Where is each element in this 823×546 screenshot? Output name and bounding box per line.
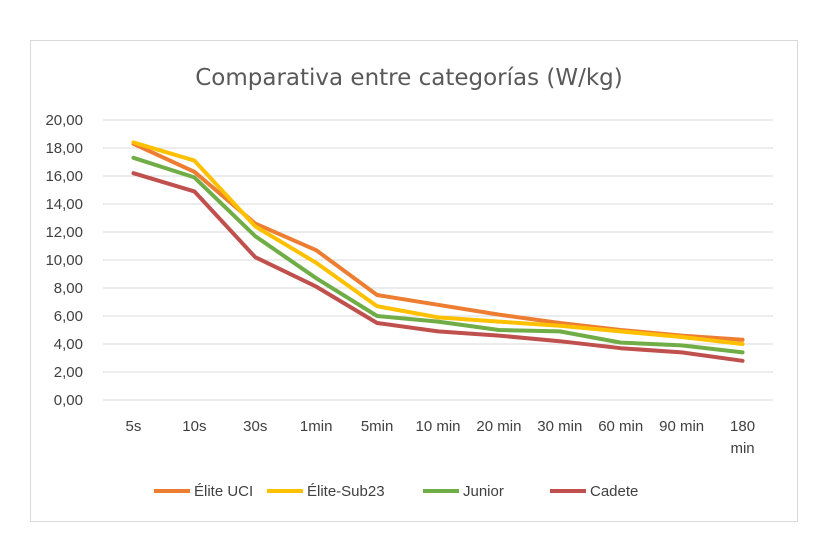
data-point-cadete <box>558 339 562 343</box>
data-point-cadete <box>192 189 196 193</box>
data-point-cadete <box>680 350 684 354</box>
y-tick-label: 12,00 <box>45 224 83 241</box>
series-line-elite-sub23 <box>131 140 745 346</box>
legend-label: Élite UCI <box>194 483 253 500</box>
x-tick-label: 20 min <box>476 418 521 435</box>
data-point-cadete <box>253 255 257 259</box>
data-point-junior <box>436 320 440 324</box>
data-point-elite-uci <box>497 313 501 317</box>
data-point-cadete <box>436 329 440 333</box>
data-point-elite-sub23 <box>558 324 562 328</box>
data-point-junior <box>740 350 745 354</box>
x-tick-label: 10 min <box>415 418 460 435</box>
x-tick-label: 5s <box>126 418 142 435</box>
data-point-elite-sub23 <box>253 224 257 228</box>
line-chart: Comparativa entre categorías (W/kg) 0,00… <box>45 65 773 500</box>
y-tick-label: 20,00 <box>45 112 83 129</box>
data-point-cadete <box>497 334 501 338</box>
x-tick-label: 90 min <box>659 418 704 435</box>
series-lines <box>131 140 745 363</box>
data-point-elite-sub23 <box>680 335 684 339</box>
x-tick-label: 1min <box>300 418 333 435</box>
legend-label: Élite-Sub23 <box>307 483 385 500</box>
y-tick-label: 8,00 <box>54 280 83 297</box>
y-tick-label: 10,00 <box>45 252 83 269</box>
legend-item-elite-sub23[interactable]: Élite-Sub23 <box>267 483 385 500</box>
y-tick-label: 18,00 <box>45 140 83 157</box>
x-tick-label: 5min <box>361 418 394 435</box>
data-point-junior <box>131 156 136 160</box>
data-point-elite-uci <box>375 293 379 297</box>
legend-label: Cadete <box>590 483 638 500</box>
data-point-junior <box>314 276 318 280</box>
y-tick-label: 16,00 <box>45 168 83 185</box>
x-tick-label: 60 min <box>598 418 643 435</box>
y-tick-label: 0,00 <box>54 392 83 409</box>
data-point-junior <box>253 234 257 238</box>
legend: Élite UCI Élite-Sub23 Junior Cadete <box>154 483 638 500</box>
data-point-elite-uci <box>436 303 440 307</box>
data-point-elite-sub23 <box>619 329 623 333</box>
y-tick-label: 14,00 <box>45 196 83 213</box>
data-point-cadete <box>619 346 623 350</box>
data-point-elite-uci <box>314 248 318 252</box>
data-point-junior <box>680 343 684 347</box>
data-point-elite-uci <box>192 170 196 174</box>
data-point-elite-sub23 <box>497 320 501 324</box>
y-tick-label: 6,00 <box>54 308 83 325</box>
y-tick-label: 2,00 <box>54 364 83 381</box>
series-line-junior <box>131 155 745 355</box>
data-point-junior <box>192 175 196 179</box>
data-point-junior <box>558 329 562 333</box>
data-point-junior <box>375 314 379 318</box>
data-point-elite-sub23 <box>192 159 196 163</box>
chart-title: Comparativa entre categorías (W/kg) <box>195 65 623 91</box>
data-point-elite-sub23 <box>740 342 745 346</box>
legend-label: Junior <box>463 483 504 500</box>
data-point-junior <box>497 328 501 332</box>
data-point-elite-sub23 <box>375 304 379 308</box>
data-point-cadete <box>740 359 745 363</box>
y-tick-label: 4,00 <box>54 336 83 353</box>
data-point-junior <box>619 341 623 345</box>
series-line-elite-uci <box>131 141 745 342</box>
data-point-elite-sub23 <box>436 315 440 319</box>
x-tick-label: 30 min <box>537 418 582 435</box>
chart-frame: Comparativa entre categorías (W/kg) 0,00… <box>30 40 798 522</box>
data-point-cadete <box>131 171 136 175</box>
legend-item-cadete[interactable]: Cadete <box>550 483 638 500</box>
x-axis-tick-labels: 5s 10s 30s 1min 5min 10 min 20 min 30 min 60 min… <box>126 418 756 457</box>
data-point-cadete <box>375 321 379 325</box>
x-tick-label: 10s <box>182 418 206 435</box>
data-point-elite-sub23 <box>131 140 136 144</box>
legend-item-junior[interactable]: Junior <box>423 483 504 500</box>
gridlines <box>103 119 773 401</box>
data-point-elite-sub23 <box>314 261 318 265</box>
y-axis-tick-labels: 0,00 2,00 4,00 6,00 8,00 10,00 12,00 14,00 16,00… <box>45 112 83 409</box>
data-point-cadete <box>314 285 318 289</box>
x-tick-label: 180 min <box>730 418 755 457</box>
data-point-elite-uci <box>740 338 745 342</box>
x-tick-label: 30s <box>243 418 267 435</box>
legend-item-elite-uci[interactable]: Élite UCI <box>154 483 253 500</box>
